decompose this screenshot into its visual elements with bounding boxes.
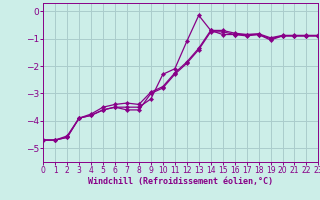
X-axis label: Windchill (Refroidissement éolien,°C): Windchill (Refroidissement éolien,°C) [88,177,273,186]
